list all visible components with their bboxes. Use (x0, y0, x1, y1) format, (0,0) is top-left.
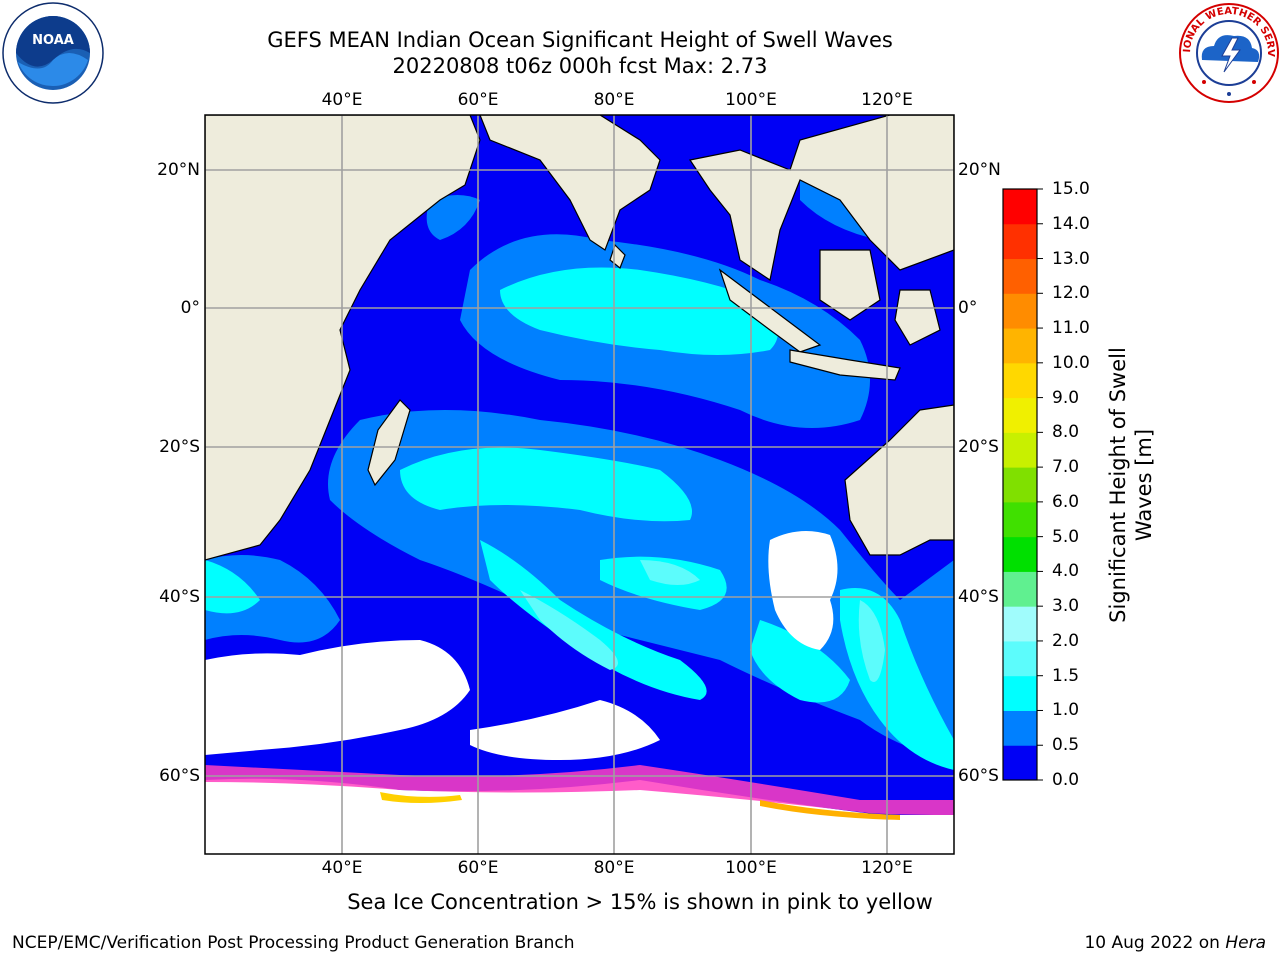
colorbar-tick-label: 3.0 (1052, 596, 1080, 617)
colorbar-segment (1003, 675, 1037, 711)
colorbar-segment (1003, 571, 1037, 607)
colorbar-segment (1003, 362, 1037, 399)
colorbar-segment (1003, 501, 1037, 538)
lon-label-bottom: 120°E (861, 858, 913, 878)
colorbar-tick-label: 13.0 (1052, 248, 1090, 269)
colorbar-segment (1003, 640, 1037, 677)
colorbar-segment (1003, 293, 1037, 329)
lat-label-right: 20°S (958, 437, 999, 457)
colorbar (1003, 188, 1043, 781)
colorbar-tick-label: 14.0 (1052, 213, 1090, 234)
lat-label-right: 40°S (958, 587, 999, 607)
colorbar-segment (1003, 189, 1037, 225)
colorbar-segment (1003, 606, 1037, 642)
colorbar-tick-label: 1.5 (1052, 665, 1080, 686)
colorbar-segment (1003, 223, 1037, 260)
lon-label-bottom: 100°E (725, 858, 777, 878)
lat-label-right: 20°N (958, 160, 1001, 180)
lon-label-top: 100°E (725, 90, 777, 110)
colorbar-segment (1003, 710, 1037, 746)
lat-label-right: 60°S (958, 766, 999, 786)
sea-ice-note: Sea Ice Concentration > 15% is shown in … (347, 890, 933, 914)
lat-label-right: 0° (958, 298, 978, 318)
colorbar-tick-label: 7.0 (1052, 457, 1080, 478)
lat-label-left: 20°N (157, 160, 200, 180)
colorbar-tick-label: 8.0 (1052, 422, 1080, 443)
noaa-logo: NOAA (2, 2, 104, 104)
lon-label-bottom: 60°E (457, 858, 499, 878)
colorbar-segment (1003, 745, 1037, 781)
colorbar-tick-label: 2.0 (1052, 630, 1080, 651)
colorbar-tick-label: 0.0 (1052, 770, 1080, 790)
lon-label-top: 60°E (457, 90, 499, 110)
colorbar-tick-label: 10.0 (1052, 352, 1090, 373)
nws-logo: NATIONAL WEATHER SERVICE (1178, 2, 1279, 103)
lon-label-bottom: 80°E (593, 858, 635, 878)
colorbar-segment (1003, 328, 1037, 364)
lat-label-left: 60°S (159, 766, 200, 786)
land-areas (205, 115, 954, 854)
lat-label-left: 40°S (159, 587, 200, 607)
noaa-logo-text: NOAA (32, 33, 74, 48)
lon-label-top: 80°E (593, 90, 635, 110)
colorbar-segment (1003, 397, 1037, 433)
colorbar-segment (1003, 467, 1037, 503)
footer-machine: Hera (1225, 933, 1266, 953)
lat-label-left: 20°S (159, 437, 200, 457)
map-frame (204, 114, 955, 855)
colorbar-tick-label: 4.0 (1052, 561, 1080, 582)
chart-subtitle: 20220808 t06z 000h fcst Max: 2.73 (392, 54, 768, 78)
colorbar-segment (1003, 258, 1037, 294)
footer-date: 10 Aug 2022 on Hera (1084, 933, 1266, 953)
lon-label-top: 40°E (321, 90, 363, 110)
swell-band-1p5-2p0 (520, 560, 885, 682)
colorbar-tick-label: 6.0 (1052, 491, 1080, 512)
chart-title: GEFS MEAN Indian Ocean Significant Heigh… (267, 28, 893, 52)
graticule (205, 115, 954, 854)
sea-ice-edge (205, 765, 954, 820)
colorbar-title: Significant Height of Swell Waves [m] (1106, 347, 1156, 623)
colorbar-segment (1003, 432, 1037, 468)
colorbar-tick-label: 15.0 (1052, 179, 1090, 199)
colorbar-tick-label: 9.0 (1052, 387, 1080, 408)
colorbar-segment (1003, 536, 1037, 572)
footer-date-text: 10 Aug 2022 on (1084, 933, 1220, 953)
colorbar-tick-label: 12.0 (1052, 283, 1090, 304)
colorbar-tick-label: 0.5 (1052, 735, 1080, 756)
lat-label-left: 0° (180, 298, 200, 318)
colorbar-tick-label: 11.0 (1052, 318, 1090, 339)
lon-label-top: 120°E (861, 90, 913, 110)
colorbar-tick-label: 5.0 (1052, 526, 1080, 547)
colorbar-frame (1002, 188, 1038, 781)
lon-label-bottom: 40°E (321, 858, 363, 878)
footer-credit: NCEP/EMC/Verification Post Processing Pr… (12, 933, 575, 953)
colorbar-tick-label: 1.0 (1052, 700, 1080, 721)
